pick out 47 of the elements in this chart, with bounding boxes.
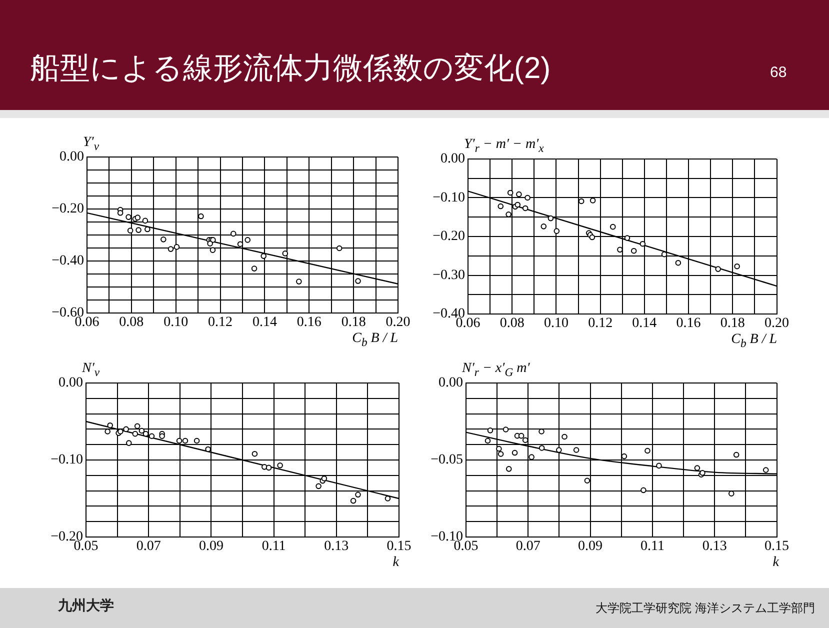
x-tick-label: 0.16 — [676, 316, 701, 332]
y-tick-label: −0.20 — [432, 229, 465, 244]
x-tick-label: 0.18 — [720, 316, 745, 332]
y-tick-label: −0.10 — [432, 190, 465, 206]
x-tick-label: 0.18 — [341, 315, 366, 330]
y-axis-title: N′$_{v}$ — [82, 361, 100, 379]
y-tick-label: −0.40 — [52, 254, 84, 269]
x-tick-label: 0.13 — [702, 539, 727, 554]
text: 九州大学 — [58, 597, 114, 615]
y-axis-title: N′$_{r}$ − x′$_{G}$ m′ — [462, 361, 530, 379]
y-tick-label: −0.10 — [50, 452, 83, 468]
x-tick-label: 0.16 — [296, 315, 322, 330]
x-tick-label: 0.07 — [516, 539, 540, 554]
x-tick-label: 0.09 — [198, 539, 224, 554]
x-axis-title: C$_{b}$ B / L — [731, 332, 777, 350]
text: 68 — [770, 64, 787, 81]
y-axis-title: Y′$_{v}$ — [83, 135, 100, 153]
x-tick-label: 0.20 — [386, 315, 410, 330]
x-tick-label: 0.13 — [324, 539, 349, 554]
chart-title: 船型による線形流体力微係数の変化(2) — [30, 51, 551, 87]
x-tick-label: 0.08 — [500, 316, 524, 332]
x-tick-label: 0.15 — [386, 539, 412, 554]
x-tick-label: 0.11 — [640, 539, 664, 554]
y-tick-label: −0.30 — [432, 268, 465, 283]
y-tick-label: −0.05 — [430, 452, 463, 468]
x-axis-title: k — [392, 555, 399, 571]
x-tick-label: 0.10 — [544, 316, 568, 332]
y-tick-label: 0.00 — [440, 152, 465, 167]
text: 大学院工学研究院 海洋システム工学部門 — [596, 600, 815, 617]
x-tick-label: 0.15 — [764, 539, 789, 554]
y-axis-title: Y′$_{r}$ − m′ − m′$_{x}$ — [464, 137, 544, 155]
x-tick-label: 0.07 — [136, 539, 161, 554]
y-tick-label: 0.00 — [438, 376, 463, 391]
x-tick-label: 0.11 — [262, 539, 286, 554]
x-axis-title: k — [772, 555, 779, 571]
x-tick-label: 0.14 — [632, 316, 657, 332]
x-tick-label: 0.12 — [208, 315, 233, 330]
x-tick-label: 0.20 — [764, 316, 789, 332]
x-tick-label: 0.14 — [252, 315, 277, 330]
x-tick-label: 0.12 — [588, 316, 613, 332]
x-tick-label: 0.09 — [578, 539, 603, 554]
y-tick-label: 0.00 — [60, 150, 84, 165]
y-tick-label: −0.20 — [52, 202, 84, 217]
x-tick-label: 0.10 — [164, 315, 188, 330]
y-tick-label: 0.00 — [58, 376, 83, 391]
x-tick-label: 0.08 — [119, 315, 144, 330]
x-axis-title: C$_{b}$ B / L — [352, 331, 398, 349]
